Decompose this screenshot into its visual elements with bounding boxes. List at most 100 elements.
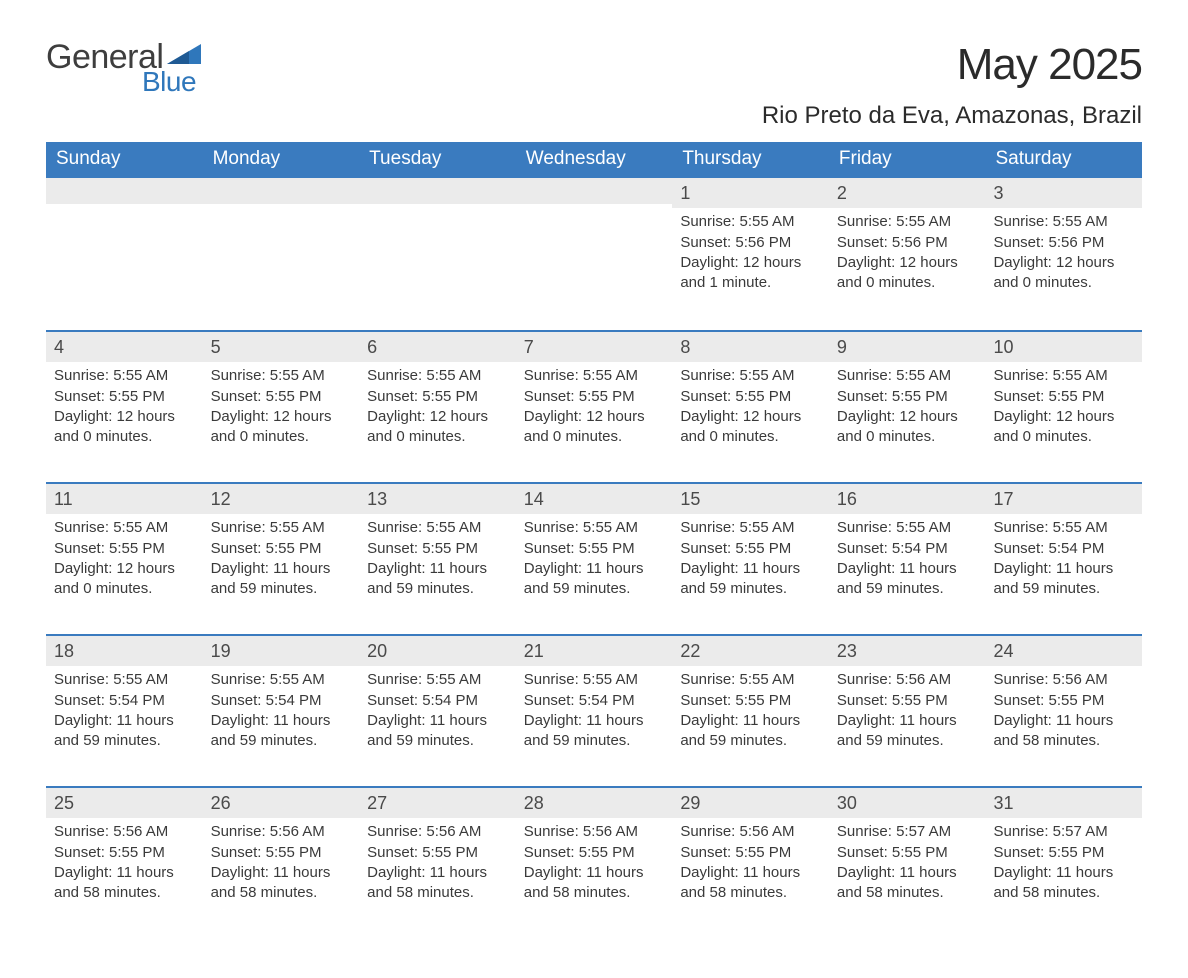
day-number: 24: [985, 636, 1142, 666]
day-number: 6: [359, 332, 516, 362]
daylight-text: Daylight: 12 hours and 0 minutes.: [211, 407, 352, 448]
day-number: 7: [516, 332, 673, 362]
sunset-text: Sunset: 5:55 PM: [211, 387, 352, 407]
day-body: Sunrise: 5:55 AMSunset: 5:54 PMDaylight:…: [46, 666, 203, 757]
day-number: 28: [516, 788, 673, 818]
calendar-day: 6Sunrise: 5:55 AMSunset: 5:55 PMDaylight…: [359, 332, 516, 482]
day-number: [203, 178, 360, 204]
sunset-text: Sunset: 5:55 PM: [680, 691, 821, 711]
day-body: Sunrise: 5:55 AMSunset: 5:56 PMDaylight:…: [985, 208, 1142, 299]
daylight-text: Daylight: 11 hours and 58 minutes.: [993, 711, 1134, 752]
day-body: Sunrise: 5:55 AMSunset: 5:54 PMDaylight:…: [203, 666, 360, 757]
day-number: [359, 178, 516, 204]
dow-saturday: Saturday: [985, 142, 1142, 178]
daylight-text: Daylight: 11 hours and 59 minutes.: [680, 711, 821, 752]
sunset-text: Sunset: 5:55 PM: [367, 387, 508, 407]
sunset-text: Sunset: 5:55 PM: [993, 691, 1134, 711]
daylight-text: Daylight: 12 hours and 0 minutes.: [524, 407, 665, 448]
sunrise-text: Sunrise: 5:55 AM: [54, 670, 195, 690]
sunrise-text: Sunrise: 5:56 AM: [993, 670, 1134, 690]
daylight-text: Daylight: 12 hours and 0 minutes.: [837, 407, 978, 448]
calendar-day: 7Sunrise: 5:55 AMSunset: 5:55 PMDaylight…: [516, 332, 673, 482]
calendar-day: [516, 178, 673, 330]
day-number: 17: [985, 484, 1142, 514]
day-body: Sunrise: 5:57 AMSunset: 5:55 PMDaylight:…: [829, 818, 986, 909]
sunset-text: Sunset: 5:54 PM: [837, 539, 978, 559]
calendar-week: 4Sunrise: 5:55 AMSunset: 5:55 PMDaylight…: [46, 330, 1142, 482]
calendar-day: 16Sunrise: 5:55 AMSunset: 5:54 PMDayligh…: [829, 484, 986, 634]
calendar-day: 9Sunrise: 5:55 AMSunset: 5:55 PMDaylight…: [829, 332, 986, 482]
calendar-day: 30Sunrise: 5:57 AMSunset: 5:55 PMDayligh…: [829, 788, 986, 938]
day-number: 16: [829, 484, 986, 514]
daylight-text: Daylight: 11 hours and 59 minutes.: [211, 559, 352, 600]
logo-triangle-icon: [167, 44, 201, 68]
calendar-page: General Blue May 2025 Rio Preto da Eva, …: [0, 0, 1188, 978]
sunrise-text: Sunrise: 5:57 AM: [837, 822, 978, 842]
daylight-text: Daylight: 11 hours and 59 minutes.: [524, 559, 665, 600]
sunrise-text: Sunrise: 5:55 AM: [524, 366, 665, 386]
calendar-week: 11Sunrise: 5:55 AMSunset: 5:55 PMDayligh…: [46, 482, 1142, 634]
sunset-text: Sunset: 5:54 PM: [367, 691, 508, 711]
day-body: Sunrise: 5:55 AMSunset: 5:55 PMDaylight:…: [985, 362, 1142, 453]
day-body: Sunrise: 5:55 AMSunset: 5:56 PMDaylight:…: [829, 208, 986, 299]
day-body: Sunrise: 5:55 AMSunset: 5:55 PMDaylight:…: [829, 362, 986, 453]
day-number: 12: [203, 484, 360, 514]
calendar-day: 12Sunrise: 5:55 AMSunset: 5:55 PMDayligh…: [203, 484, 360, 634]
day-number: 5: [203, 332, 360, 362]
day-body: Sunrise: 5:56 AMSunset: 5:55 PMDaylight:…: [203, 818, 360, 909]
sunset-text: Sunset: 5:55 PM: [837, 843, 978, 863]
day-body: Sunrise: 5:56 AMSunset: 5:55 PMDaylight:…: [672, 818, 829, 909]
daylight-text: Daylight: 11 hours and 58 minutes.: [54, 863, 195, 904]
dow-wednesday: Wednesday: [516, 142, 673, 178]
calendar-day: 5 Sunrise: 5:55 AMSunset: 5:55 PMDaylight…: [203, 332, 360, 482]
daylight-text: Daylight: 12 hours and 0 minutes.: [54, 559, 195, 600]
weeks-container: 1Sunrise: 5:55 AMSunset: 5:56 PMDaylight…: [46, 178, 1142, 938]
sunset-text: Sunset: 5:55 PM: [993, 843, 1134, 863]
calendar-day: 19Sunrise: 5:55 AMSunset: 5:54 PMDayligh…: [203, 636, 360, 786]
calendar-day: 18Sunrise: 5:55 AMSunset: 5:54 PMDayligh…: [46, 636, 203, 786]
daylight-text: Daylight: 12 hours and 1 minute.: [680, 253, 821, 294]
calendar-day: 15Sunrise: 5:55 AMSunset: 5:55 PMDayligh…: [672, 484, 829, 634]
calendar-day: [203, 178, 360, 330]
sunset-text: Sunset: 5:56 PM: [680, 233, 821, 253]
days-of-week-header: Sunday Monday Tuesday Wednesday Thursday…: [46, 142, 1142, 178]
logo: General Blue: [46, 40, 201, 96]
sunset-text: Sunset: 5:55 PM: [54, 387, 195, 407]
sunrise-text: Sunrise: 5:56 AM: [367, 822, 508, 842]
sunrise-text: Sunrise: 5:55 AM: [993, 518, 1134, 538]
day-number: 14: [516, 484, 673, 514]
sunrise-text: Sunrise: 5:56 AM: [54, 822, 195, 842]
calendar-day: [359, 178, 516, 330]
sunrise-text: Sunrise: 5:55 AM: [993, 366, 1134, 386]
sunset-text: Sunset: 5:55 PM: [211, 539, 352, 559]
sunrise-text: Sunrise: 5:55 AM: [680, 670, 821, 690]
location-label: Rio Preto da Eva, Amazonas, Brazil: [762, 102, 1142, 130]
calendar-day: 21Sunrise: 5:55 AMSunset: 5:54 PMDayligh…: [516, 636, 673, 786]
month-title: May 2025: [762, 40, 1142, 90]
daylight-text: Daylight: 11 hours and 59 minutes.: [837, 711, 978, 752]
day-body: Sunrise: 5:56 AMSunset: 5:55 PMDaylight:…: [359, 818, 516, 909]
logo-text-blue: Blue: [142, 68, 196, 96]
calendar-day: 25Sunrise: 5:56 AMSunset: 5:55 PMDayligh…: [46, 788, 203, 938]
sunrise-text: Sunrise: 5:55 AM: [211, 670, 352, 690]
day-number: 11: [46, 484, 203, 514]
daylight-text: Daylight: 11 hours and 59 minutes.: [367, 559, 508, 600]
dow-sunday: Sunday: [46, 142, 203, 178]
day-body: [516, 204, 673, 214]
day-number: 13: [359, 484, 516, 514]
daylight-text: Daylight: 11 hours and 59 minutes.: [680, 559, 821, 600]
daylight-text: Daylight: 11 hours and 59 minutes.: [367, 711, 508, 752]
day-body: Sunrise: 5:56 AMSunset: 5:55 PMDaylight:…: [46, 818, 203, 909]
daylight-text: Daylight: 11 hours and 58 minutes.: [524, 863, 665, 904]
sunrise-text: Sunrise: 5:55 AM: [211, 366, 352, 386]
day-body: Sunrise: 5:55 AMSunset: 5:55 PMDaylight:…: [46, 514, 203, 605]
sunrise-text: Sunrise: 5:55 AM: [837, 212, 978, 232]
day-number: 29: [672, 788, 829, 818]
sunrise-text: Sunrise: 5:55 AM: [367, 670, 508, 690]
sunrise-text: Sunrise: 5:55 AM: [54, 518, 195, 538]
calendar-week: 18Sunrise: 5:55 AMSunset: 5:54 PMDayligh…: [46, 634, 1142, 786]
day-body: Sunrise: 5:55 AMSunset: 5:55 PMDaylight:…: [672, 362, 829, 453]
day-body: Sunrise: 5:56 AMSunset: 5:55 PMDaylight:…: [516, 818, 673, 909]
dow-friday: Friday: [829, 142, 986, 178]
calendar-day: 20Sunrise: 5:55 AMSunset: 5:54 PMDayligh…: [359, 636, 516, 786]
